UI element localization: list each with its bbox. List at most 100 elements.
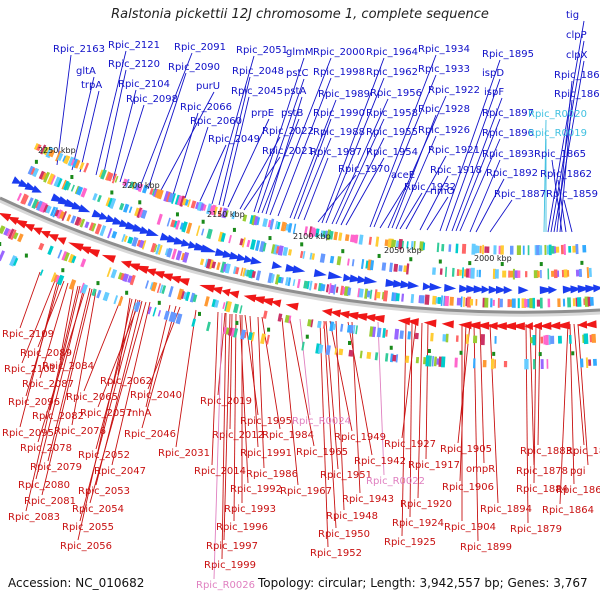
gene-label[interactable]: Rpic_R0026	[196, 580, 255, 591]
gene-label[interactable]: Rpic_1998	[313, 67, 365, 78]
gene-label[interactable]: Rpic_1922	[428, 85, 480, 96]
gene-label[interactable]: clpX	[566, 50, 588, 61]
gene-label[interactable]: Rpic_2022	[262, 126, 314, 137]
gene-label[interactable]: Rpic_1995	[240, 416, 292, 427]
gene-label[interactable]: Rpic_1921	[428, 145, 480, 156]
gene-label[interactable]: Rpic_1896	[482, 128, 534, 139]
gene-label[interactable]: Rpic_2084	[42, 361, 94, 372]
gene-label[interactable]: Rpic_1893	[482, 149, 534, 160]
gene-label[interactable]: Rpic_1951	[320, 470, 372, 481]
gene-label[interactable]: Rpic_1905	[440, 444, 492, 455]
gene-label[interactable]: Rpic_2098	[126, 94, 178, 105]
gene-label[interactable]: Rpic_R0022	[366, 476, 425, 487]
gene-label[interactable]: Rpic_2066	[180, 102, 232, 113]
gene-label[interactable]: Rpic_1867	[554, 70, 600, 81]
gene-label[interactable]: Rpic_2049	[208, 134, 260, 145]
gene-label[interactable]: Rpic_2045	[231, 86, 283, 97]
gene-label[interactable]: Rpic_2109	[2, 329, 54, 340]
gene-label[interactable]: Rpic_1895	[482, 49, 534, 60]
gene-label[interactable]: Rpic_2095	[2, 428, 54, 439]
gene-label[interactable]: Rpic_2052	[78, 450, 130, 461]
gene-label[interactable]: Rpic_1928	[418, 104, 470, 115]
gene-label[interactable]: pstC	[286, 68, 308, 79]
gene-label[interactable]: Rpic_2104	[118, 79, 170, 90]
gene-label[interactable]: Rpic_R0024	[292, 416, 351, 427]
gene-label[interactable]: Rpic_1990	[313, 108, 365, 119]
gene-label[interactable]: Rpic_1962	[366, 67, 418, 78]
gene-label[interactable]: Rpic_2076	[54, 426, 106, 437]
gene-label[interactable]: ispF	[484, 87, 504, 98]
gene-label[interactable]: Rpic_1988	[313, 127, 365, 138]
gene-label[interactable]: Rpic_1950	[318, 529, 370, 540]
gene-label[interactable]: Rpic_1987	[310, 147, 362, 158]
gene-label[interactable]: Rpic_1917	[408, 460, 460, 471]
gene-label[interactable]: Rpic_2048	[232, 66, 284, 77]
gene-label[interactable]: Rpic_1999	[204, 560, 256, 571]
gene-label[interactable]: Rpic_1926	[418, 125, 470, 136]
gene-label[interactable]: rnhA	[128, 408, 152, 419]
gene-label[interactable]: Rpic_2046	[124, 429, 176, 440]
gene-label[interactable]: Rpic_1897	[482, 108, 534, 119]
gene-label[interactable]: Rpic_2031	[158, 448, 210, 459]
gene-label[interactable]: Rpic_2055	[62, 522, 114, 533]
gene-label[interactable]: Rpic_1993	[224, 504, 276, 515]
gene-label[interactable]: Rpic_1952	[310, 548, 362, 559]
gene-label[interactable]: Rpic_1887	[494, 189, 546, 200]
gene-label[interactable]: Rpic_1989	[318, 89, 370, 100]
gene-label[interactable]: Rpic_1918	[430, 165, 482, 176]
gene-label[interactable]: Rpic_2000	[313, 47, 365, 58]
gene-label[interactable]: Rpic_1986	[246, 469, 298, 480]
gene-label[interactable]: Rpic_1967	[280, 486, 332, 497]
gene-label[interactable]: Rpic_2021	[262, 146, 314, 157]
gene-label[interactable]: Rpic_1948	[326, 511, 378, 522]
gene-label[interactable]: Rpic_1892	[486, 168, 538, 179]
gene-label[interactable]: Rpic_2089	[20, 348, 72, 359]
gene-label[interactable]: Rpic_2012	[212, 430, 264, 441]
gene-label[interactable]: Rpic_1925	[384, 537, 436, 548]
gene-label[interactable]: glmM	[286, 47, 314, 58]
gene-label[interactable]: Rpic_1920	[400, 499, 452, 510]
gene-label[interactable]: pstB	[281, 108, 303, 119]
gene-label[interactable]: Rpic_2091	[174, 42, 226, 53]
gene-label[interactable]: Rpic_2081	[24, 496, 76, 507]
gene-label[interactable]: Rpic_2054	[72, 504, 124, 515]
gene-label[interactable]: Rpic_R0019	[528, 128, 587, 139]
gene-label[interactable]: Rpic_1879	[510, 524, 562, 535]
gene-label[interactable]: tig	[566, 10, 579, 21]
gene-label[interactable]: Rpic_2087	[22, 379, 74, 390]
gene-label[interactable]: Rpic_2056	[60, 541, 112, 552]
gene-label[interactable]: Rpic_2121	[108, 40, 160, 51]
gene-label[interactable]: Rpic_1965	[296, 447, 348, 458]
gene-label[interactable]: Rpic_2053	[78, 486, 130, 497]
gene-label[interactable]: Rpic_1956	[370, 88, 422, 99]
gene-label[interactable]: Rpic_1955	[366, 127, 418, 138]
gene-label[interactable]: pgi	[570, 466, 585, 477]
gene-label[interactable]: Rpic_1864	[542, 505, 594, 516]
gene-label[interactable]: Rpic_1927	[384, 439, 436, 450]
gene-label[interactable]: trpA	[81, 80, 102, 91]
gene-label[interactable]: Rpic_2090	[168, 62, 220, 73]
gene-label[interactable]: Rpic_1862	[540, 169, 592, 180]
gene-label[interactable]: Rpic_2101	[4, 364, 56, 375]
gene-label[interactable]: Rpic_2163	[53, 44, 105, 55]
gene-label[interactable]: Rpic_2019	[200, 396, 252, 407]
gene-label[interactable]: Rpic_1865	[534, 149, 586, 160]
gene-label[interactable]: Rpic_1942	[354, 456, 406, 467]
gene-label[interactable]: Rpic_1894	[480, 504, 532, 515]
gene-label[interactable]: purU	[196, 81, 220, 92]
gene-label[interactable]: Rpic_2057	[80, 408, 132, 419]
gene-label[interactable]: Rpic_2080	[18, 480, 70, 491]
gene-label[interactable]: Rpic_2082	[32, 411, 84, 422]
gene-label[interactable]: clpP	[566, 30, 587, 41]
gene-label[interactable]: Rpic_2078	[20, 443, 72, 454]
gene-label[interactable]: Rpic_2065	[66, 392, 118, 403]
gene-label[interactable]: Rpic_1866	[554, 89, 600, 100]
gene-label[interactable]: Rpic_1932	[404, 182, 456, 193]
gene-label[interactable]: Rpic_1954	[366, 147, 418, 158]
gene-label[interactable]: Rpic_1904	[444, 522, 496, 533]
gene-label[interactable]: Rpic_1933	[418, 64, 470, 75]
gene-label[interactable]: Rpic_1958	[366, 108, 418, 119]
gene-label[interactable]: Rpic_2051	[236, 45, 288, 56]
gene-label[interactable]: rimO	[430, 186, 455, 197]
gene-label[interactable]: Rpic_1863	[556, 485, 600, 496]
